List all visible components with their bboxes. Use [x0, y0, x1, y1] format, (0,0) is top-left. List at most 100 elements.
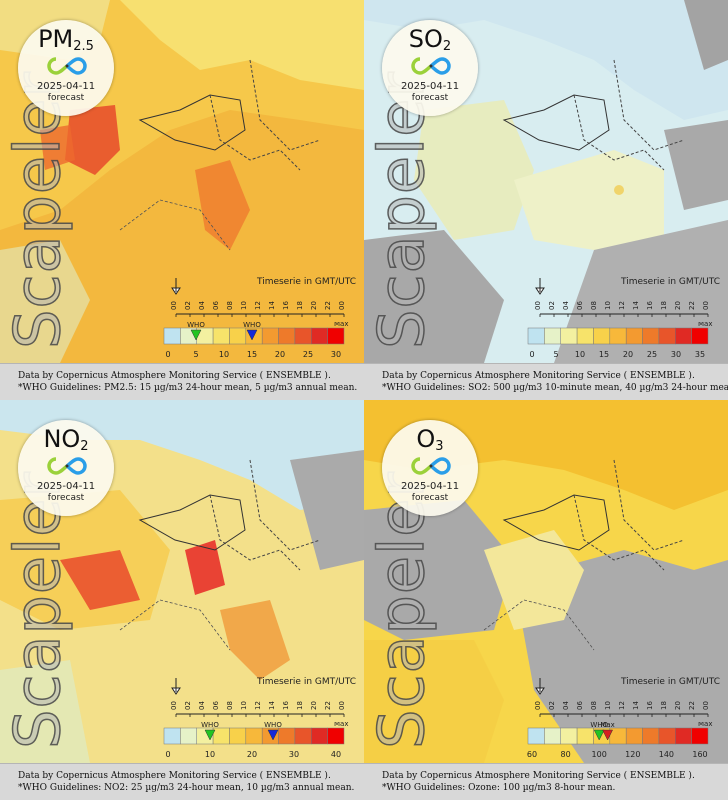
hour-tick-label: 00 — [170, 301, 178, 310]
legend-color-cell — [625, 327, 643, 345]
hour-axis: 00 02 04 06 08 10 12 14 16 18 20 22 00 — [534, 678, 710, 717]
timeserie-label: Timeserie in GMT/UTC — [620, 277, 720, 287]
hour-tick-label: 08 — [226, 301, 234, 310]
legend-color-cell — [609, 327, 627, 345]
map-no2[interactable] — [0, 400, 364, 763]
legend-color-cell — [311, 727, 328, 745]
legend-tick-label: 40 — [331, 750, 341, 759]
hour-tick-label: 06 — [212, 301, 220, 310]
caption-who: *WHO Guidelines: PM2.5: 15 µg/m3 24-hour… — [18, 383, 358, 393]
timeserie-label: Timeserie in GMT/UTC — [256, 677, 356, 687]
current-time-arrow-icon — [171, 278, 181, 295]
legend-color-cell — [691, 327, 709, 345]
legend-tick-label: 5 — [553, 350, 558, 359]
legend-tick-label: 80 — [561, 750, 571, 759]
pollutant-title: NO2 — [43, 425, 89, 454]
timeserie-scale: Timeserie in GMT/UTC 00 02 04 06 08 10 12 14 16 1… — [534, 670, 724, 740]
legend-tick-label: 20 — [275, 350, 285, 359]
hour-axis: 00 02 04 06 08 10 12 14 16 18 20 22 00 — [534, 278, 710, 317]
who-marker-label: Max — [600, 722, 614, 729]
hour-tick-label: 18 — [660, 301, 668, 310]
hour-tick-label: 18 — [296, 301, 304, 310]
caption: Data by Copernicus Atmosphere Monitoring… — [364, 363, 728, 400]
legend-color-cell — [278, 727, 296, 745]
caption-source: Data by Copernicus Atmosphere Monitoring… — [382, 771, 695, 781]
color-legend: Max 60 80 100 120 140 160 WHO Max — [524, 722, 719, 764]
infinity-logo-icon — [411, 457, 451, 475]
legend-max-label: Max — [698, 722, 712, 728]
timeserie-scale: Timeserie in GMT/UTC 00 02 04 06 08 10 12 14 16 1… — [534, 270, 724, 340]
caption-source: Data by Copernicus Atmosphere Monitoring… — [18, 771, 331, 781]
legend-color-cell — [212, 327, 230, 345]
hour-tick-label: 00 — [338, 701, 346, 710]
legend-color-cell — [658, 327, 676, 345]
hour-tick-label: 10 — [240, 301, 248, 310]
legend-color-cell — [163, 327, 181, 345]
legend-color-cell — [311, 327, 328, 345]
color-legend: Max 0 10 20 30 40 WHO WHO — [160, 722, 355, 764]
legend-tick-label: 30 — [331, 350, 341, 359]
current-time-arrow-icon — [171, 678, 181, 695]
timeserie-label: Timeserie in GMT/UTC — [620, 677, 720, 687]
hour-tick-label: 16 — [282, 301, 290, 310]
infinity-logo-icon — [47, 457, 87, 475]
caption: Data by Copernicus Atmosphere Monitoring… — [364, 763, 728, 800]
who-marker-icon — [190, 329, 202, 341]
legend-color-cell — [642, 727, 660, 745]
legend-color-cell — [658, 727, 676, 745]
pollutant-title: PM2.5 — [38, 25, 94, 54]
hour-tick-label: 02 — [548, 701, 556, 710]
who-marker-label: WHO — [264, 722, 282, 729]
legend-color-cell — [278, 327, 296, 345]
hour-tick-label: 12 — [618, 301, 626, 310]
hour-tick-label: 08 — [590, 301, 598, 310]
hour-tick-label: 06 — [576, 701, 584, 710]
caption-who: *WHO Guidelines: Ozone: 100 µg/m3 8-hour… — [382, 783, 616, 793]
pollutant-title: SO2 — [408, 25, 452, 54]
legend-color-cell — [625, 727, 643, 745]
hour-tick-label: 00 — [702, 301, 710, 310]
pollutant-badge: SO2 2025-04-11 forecast — [382, 20, 478, 116]
caption: Data by Copernicus Atmosphere Monitoring… — [0, 363, 364, 400]
legend-tick-label: 0 — [165, 750, 170, 759]
panel-no2: Scapeler NO2 2025-04-11 forecast Timeser… — [0, 400, 364, 800]
caption-who: *WHO Guidelines: NO2: 25 µg/m3 24-hour m… — [18, 783, 355, 793]
hour-tick-label: 20 — [310, 301, 318, 310]
legend-max-label: Max — [334, 722, 348, 728]
infinity-logo-icon — [47, 57, 87, 75]
legend-color-cell — [527, 727, 545, 745]
hour-tick-label: 08 — [590, 701, 598, 710]
forecast-date: 2025-04-11 — [400, 481, 460, 492]
caption-source: Data by Copernicus Atmosphere Monitoring… — [382, 371, 695, 381]
legend-tick-label: 5 — [193, 350, 198, 359]
hour-tick-label: 10 — [604, 301, 612, 310]
forecast-label: forecast — [47, 493, 85, 503]
hour-tick-label: 20 — [310, 701, 318, 710]
legend-color-cell — [327, 727, 345, 745]
hour-tick-label: 16 — [646, 701, 654, 710]
color-legend: Max 0 5 10 15 20 25 30 35 — [524, 322, 719, 364]
legend-tick-label: 20 — [247, 750, 257, 759]
pollutant-badge: PM2.5 2025-04-11 forecast — [18, 20, 114, 116]
hour-tick-label: 10 — [240, 701, 248, 710]
panel-o3: Scapeler O3 2025-04-11 forecast Timeseri… — [364, 400, 728, 800]
legend-color-cell — [544, 727, 561, 745]
forecast-label: forecast — [411, 93, 449, 103]
who-marker-label: WHO — [243, 322, 261, 329]
legend-color-cell — [229, 727, 247, 745]
hour-tick-label: 00 — [170, 701, 178, 710]
legend-color-cell — [642, 327, 660, 345]
legend-tick-label: 20 — [623, 350, 633, 359]
legend-tick-label: 25 — [303, 350, 313, 359]
legend-color-cell — [294, 327, 312, 345]
legend-color-cell — [675, 727, 692, 745]
current-time-arrow-icon — [535, 678, 545, 695]
hour-tick-label: 00 — [702, 701, 710, 710]
pollutant-badge: O3 2025-04-11 forecast — [382, 420, 478, 516]
legend-color-cell — [560, 327, 578, 345]
timeserie-label: Timeserie in GMT/UTC — [256, 277, 356, 287]
legend-tick-label: 25 — [647, 350, 657, 359]
legend-scale: Max 0 5 10 15 20 25 30 WHO WHO — [163, 322, 348, 359]
legend-color-cell — [691, 727, 709, 745]
